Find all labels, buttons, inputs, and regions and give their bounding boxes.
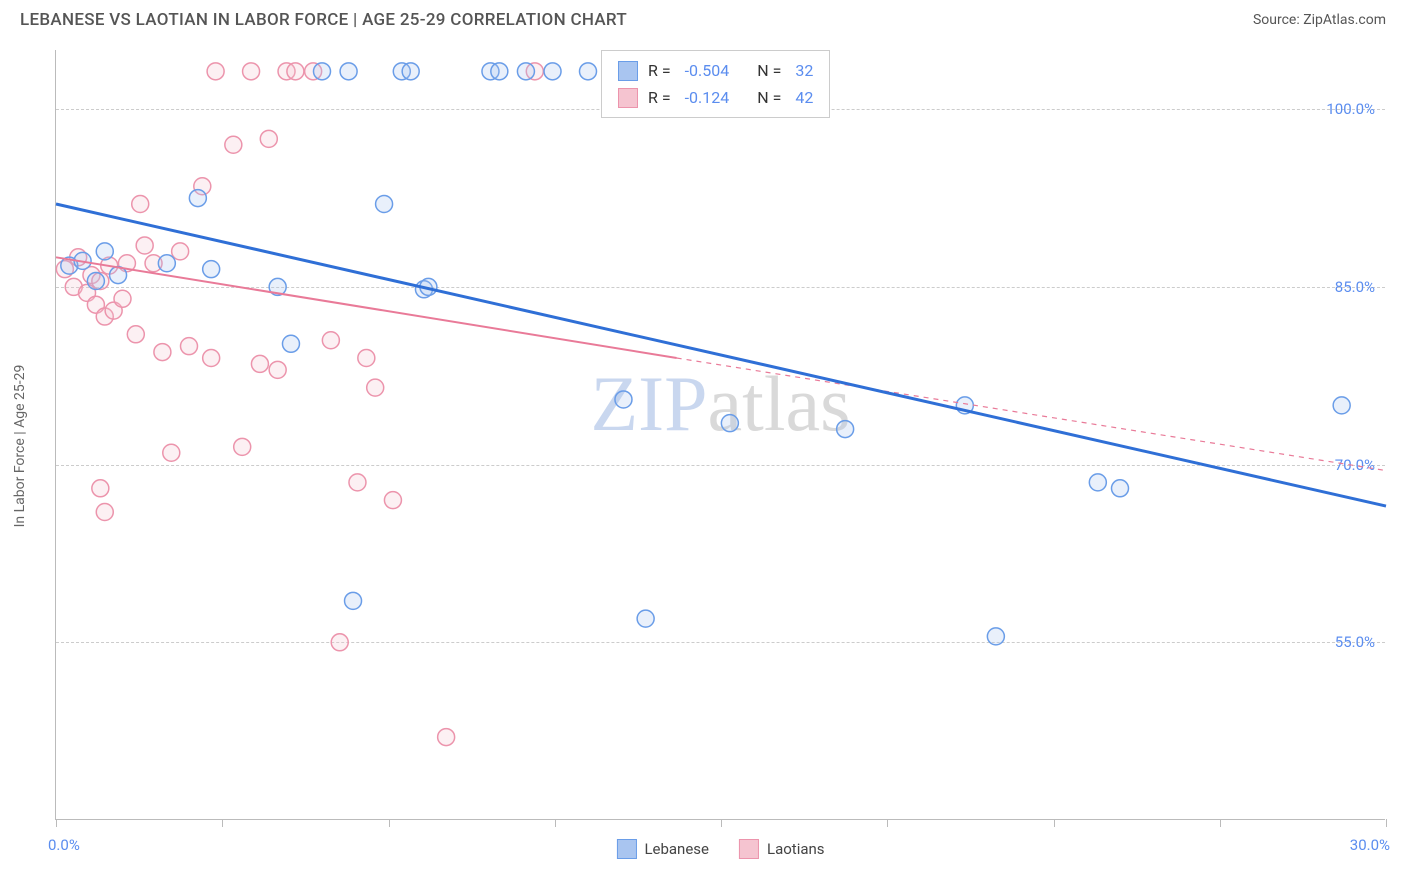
data-point — [1089, 474, 1106, 491]
legend-swatch — [739, 839, 759, 859]
legend-swatch — [618, 88, 638, 108]
data-point — [203, 350, 220, 367]
data-point — [438, 729, 455, 746]
data-point — [225, 136, 242, 153]
data-point — [234, 438, 251, 455]
n-value: 32 — [795, 57, 813, 84]
trend-line — [677, 358, 1386, 471]
data-point — [402, 63, 419, 80]
trend-line — [56, 204, 1386, 506]
data-point — [987, 628, 1004, 645]
n-label: N = — [757, 84, 781, 111]
x-tick — [555, 819, 556, 827]
header: LEBANESE VS LAOTIAN IN LABOR FORCE | AGE… — [0, 0, 1406, 30]
trend-line — [56, 257, 677, 358]
data-point — [92, 480, 109, 497]
data-point — [287, 63, 304, 80]
x-tick — [887, 819, 888, 827]
series-legend: Lebanese Laotians — [616, 839, 824, 859]
legend-swatch — [616, 839, 636, 859]
data-point — [127, 326, 144, 343]
data-point — [331, 634, 348, 651]
r-label: R = — [648, 57, 671, 84]
data-point — [367, 379, 384, 396]
data-point — [158, 255, 175, 272]
data-point — [615, 391, 632, 408]
n-label: N = — [757, 57, 781, 84]
data-point — [282, 335, 299, 352]
data-point — [207, 63, 224, 80]
data-point — [349, 474, 366, 491]
data-point — [114, 290, 131, 307]
data-point — [96, 504, 113, 521]
data-point — [384, 492, 401, 509]
x-tick — [56, 819, 57, 827]
r-label: R = — [648, 84, 671, 111]
r-value: -0.504 — [685, 57, 730, 84]
data-point — [243, 63, 260, 80]
n-value: 42 — [795, 84, 813, 111]
x-tick — [1220, 819, 1221, 827]
source-label: Source: — [1253, 12, 1300, 28]
series-legend-label: Laotians — [767, 840, 825, 858]
series-legend-item: Laotians — [739, 839, 825, 859]
data-point — [189, 190, 206, 207]
correlation-legend-row: R = -0.124 N = 42 — [618, 84, 813, 111]
data-point — [87, 273, 104, 290]
x-tick — [1054, 819, 1055, 827]
x-tick — [721, 819, 722, 827]
source-attribution: Source: ZipAtlas.com — [1253, 12, 1386, 28]
data-point — [260, 130, 277, 147]
chart-plot-area: 55.0%70.0%85.0%100.0% ZIPatlas R =-0.504… — [55, 50, 1385, 820]
data-point — [376, 196, 393, 213]
legend-swatch — [618, 61, 638, 81]
data-point — [544, 63, 561, 80]
data-point — [491, 63, 508, 80]
data-point — [136, 237, 153, 254]
data-point — [96, 243, 113, 260]
scatter-plot-svg — [56, 50, 1385, 819]
correlation-legend-row: R = -0.504 N = 32 — [618, 57, 813, 84]
x-axis-label-max: 30.0% — [1350, 836, 1390, 854]
data-point — [269, 361, 286, 378]
data-point — [721, 415, 738, 432]
data-point — [163, 444, 180, 461]
data-point — [132, 196, 149, 213]
data-point — [314, 63, 331, 80]
y-axis-title: In Labor Force | Age 25-29 — [12, 365, 28, 528]
data-point — [637, 610, 654, 627]
x-tick — [389, 819, 390, 827]
data-point — [1112, 480, 1129, 497]
correlation-legend: R = -0.504 N = 32 R = -0.124 N = 42 — [601, 50, 830, 118]
data-point — [517, 63, 534, 80]
data-point — [322, 332, 339, 349]
x-axis-label-min: 0.0% — [48, 836, 80, 854]
chart-title: LEBANESE VS LAOTIAN IN LABOR FORCE | AGE… — [20, 10, 627, 30]
series-legend-label: Lebanese — [644, 840, 709, 858]
data-point — [1333, 397, 1350, 414]
x-tick — [1386, 819, 1387, 827]
data-point — [345, 592, 362, 609]
data-point — [358, 350, 375, 367]
data-point — [340, 63, 357, 80]
data-point — [251, 355, 268, 372]
data-point — [181, 338, 198, 355]
data-point — [580, 63, 597, 80]
data-point — [837, 421, 854, 438]
data-point — [172, 243, 189, 260]
series-legend-item: Lebanese — [616, 839, 709, 859]
source-name: ZipAtlas.com — [1303, 12, 1386, 28]
data-point — [154, 344, 171, 361]
x-tick — [222, 819, 223, 827]
r-value: -0.124 — [685, 84, 730, 111]
data-point — [203, 261, 220, 278]
